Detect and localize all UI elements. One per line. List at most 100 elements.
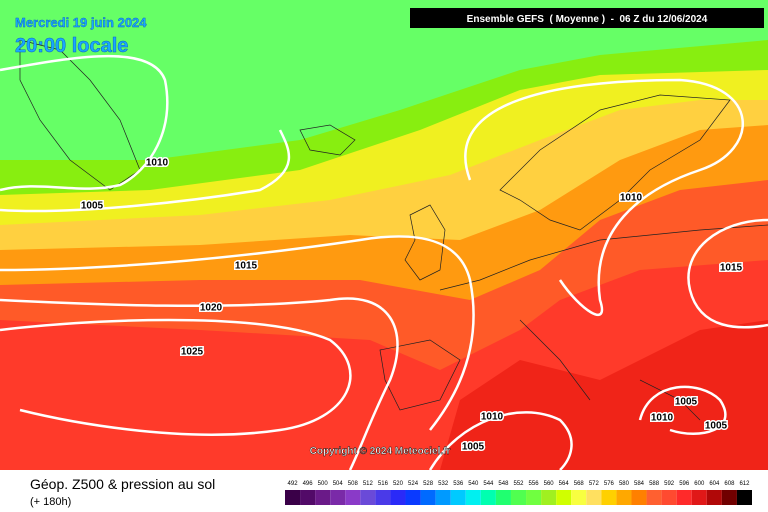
scale-label: 544 bbox=[483, 481, 494, 487]
scale-label: 548 bbox=[498, 481, 509, 487]
scale-swatch bbox=[706, 490, 722, 505]
scale-label: 532 bbox=[438, 481, 449, 487]
isobar bbox=[0, 318, 352, 436]
continent bbox=[379, 224, 768, 421]
scale-label: 520 bbox=[393, 481, 404, 487]
scale-label: 596 bbox=[679, 481, 690, 487]
scale-label: 540 bbox=[468, 481, 479, 487]
scale-swatch bbox=[285, 490, 301, 505]
copyright: Copyright © 2024 Meteociel.fr bbox=[310, 446, 451, 457]
isobar-label: 1015 bbox=[720, 263, 743, 274]
scale-swatch bbox=[495, 490, 511, 505]
isobar bbox=[428, 411, 573, 471]
isobar bbox=[0, 235, 475, 431]
scale-swatch bbox=[300, 490, 316, 505]
scale-swatch bbox=[510, 490, 527, 505]
scale-label: 604 bbox=[709, 481, 720, 487]
scale-swatch bbox=[646, 490, 662, 505]
scale-swatch bbox=[420, 490, 436, 505]
footer-lead: (+ 180h) bbox=[30, 496, 71, 508]
isobar-label: 1010 bbox=[481, 412, 504, 423]
scale-label: 512 bbox=[363, 481, 374, 487]
coastlines bbox=[19, 39, 768, 421]
isobar bbox=[0, 54, 169, 192]
isobar-label: 1020 bbox=[200, 303, 223, 314]
scale-swatch bbox=[541, 490, 557, 505]
scale-label: 576 bbox=[604, 481, 615, 487]
isobar bbox=[0, 129, 291, 213]
isobar-label: 1025 bbox=[181, 347, 204, 358]
scale-label: 572 bbox=[589, 481, 600, 487]
scandinavia bbox=[499, 94, 731, 231]
scale-swatch bbox=[360, 490, 376, 505]
scale-label: 528 bbox=[423, 481, 434, 487]
scale-swatch bbox=[465, 490, 481, 505]
scale-swatch bbox=[631, 490, 647, 505]
scale-label: 560 bbox=[544, 481, 555, 487]
color-scale: 492 496 500 504 508 512 516 520 524 528 532 536 540 5… bbox=[285, 481, 752, 505]
scale-label: 584 bbox=[634, 481, 645, 487]
isobar-label: 1005 bbox=[675, 397, 698, 408]
isobar-label: 1015 bbox=[235, 261, 258, 272]
scale-swatch bbox=[616, 490, 632, 505]
scale-swatch bbox=[315, 490, 331, 505]
scale-label: 592 bbox=[664, 481, 675, 487]
scale-swatch bbox=[480, 490, 496, 505]
model-box bbox=[410, 8, 764, 28]
scale-label: 492 bbox=[288, 481, 299, 487]
scale-label: 580 bbox=[619, 481, 630, 487]
greenland bbox=[19, 39, 141, 191]
britain bbox=[404, 204, 446, 281]
isobar-label: 1010 bbox=[146, 158, 169, 169]
scale-swatch bbox=[375, 490, 391, 505]
scale-swatch bbox=[571, 490, 587, 505]
scale-swatch bbox=[676, 490, 692, 505]
isobar-labels: 1010100510151020102510101015100510101005… bbox=[79, 156, 744, 454]
date: Mercredi 19 juin 2024 bbox=[15, 15, 147, 30]
scale-swatch bbox=[435, 490, 451, 505]
scale-label: 612 bbox=[739, 481, 750, 487]
footer-title: Géop. Z500 & pression au sol bbox=[30, 476, 215, 492]
isobars bbox=[0, 54, 768, 471]
scale-swatch bbox=[345, 490, 361, 505]
isobar bbox=[464, 78, 745, 317]
scale-label: 496 bbox=[303, 481, 314, 487]
isobar bbox=[638, 385, 727, 435]
scale-swatch bbox=[721, 490, 737, 505]
scale-swatch bbox=[390, 490, 406, 505]
iceland bbox=[299, 124, 356, 156]
scale-label: 524 bbox=[408, 481, 419, 487]
scale-label: 556 bbox=[529, 481, 540, 487]
scale-label: 608 bbox=[724, 481, 735, 487]
scale-label: 600 bbox=[694, 481, 705, 487]
scale-label: 564 bbox=[559, 481, 570, 487]
scale-label: 588 bbox=[649, 481, 660, 487]
isobar-label: 1005 bbox=[462, 442, 485, 453]
scale-swatch bbox=[691, 490, 707, 505]
scale-swatch bbox=[601, 490, 617, 505]
isobar bbox=[687, 218, 768, 329]
isobar-label: 1005 bbox=[81, 201, 104, 212]
isobar-label: 1010 bbox=[620, 193, 643, 204]
scale-swatch bbox=[450, 490, 466, 505]
isobar-label: 1010 bbox=[651, 413, 674, 424]
model: Ensemble GEFS ( Moyenne ) - 06 Z du 12/0… bbox=[467, 14, 708, 25]
scale-swatch bbox=[736, 490, 752, 505]
scale-swatch bbox=[405, 490, 421, 505]
scale-label: 536 bbox=[453, 481, 464, 487]
scale-label: 516 bbox=[378, 481, 389, 487]
isobar bbox=[0, 297, 399, 471]
scale-label: 552 bbox=[513, 481, 524, 487]
scale-swatch bbox=[330, 490, 346, 505]
scale-label: 500 bbox=[318, 481, 329, 487]
scale-swatch bbox=[586, 490, 602, 505]
isobar-label: 1005 bbox=[705, 421, 728, 432]
scale-label: 568 bbox=[574, 481, 585, 487]
scale-label: 508 bbox=[348, 481, 359, 487]
scale-swatch bbox=[526, 490, 542, 505]
scale-swatch bbox=[556, 490, 572, 505]
scale-swatch bbox=[661, 490, 677, 505]
time: 20:00 locale bbox=[15, 35, 128, 57]
field-green bbox=[0, 0, 768, 160]
